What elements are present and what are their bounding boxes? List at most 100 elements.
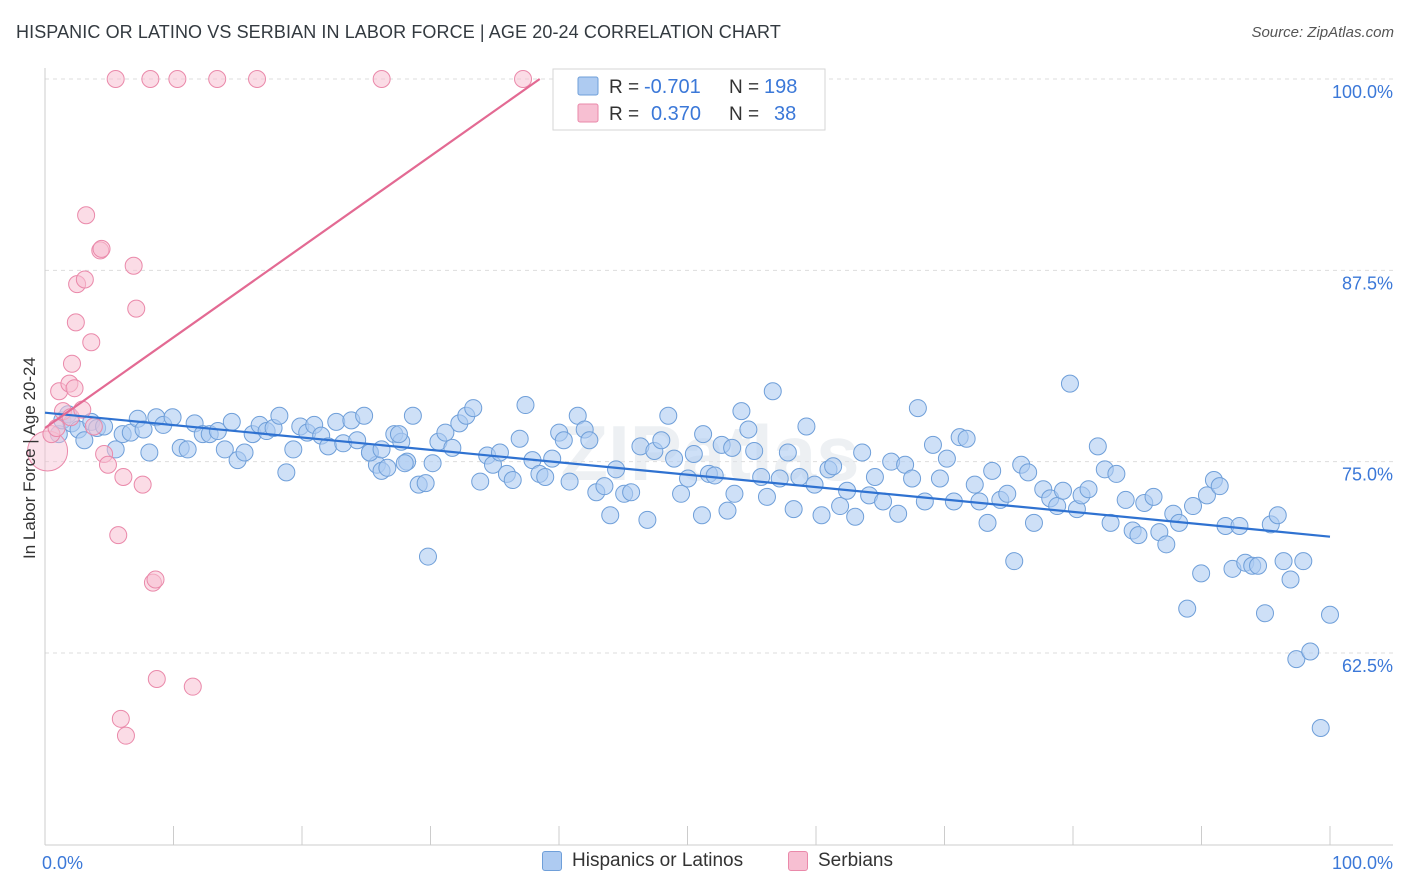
hispanic-point [1060,374,1079,393]
hispanic-point [903,469,922,488]
grid-lines [45,78,1393,654]
hispanic-point [705,466,724,485]
hispanic-point [998,484,1017,503]
hispanic-point [692,506,711,525]
legend-n-value-2: 38 [774,103,796,125]
legend-swatch-blue [577,76,599,96]
hispanic-point [235,443,254,462]
hispanic-point [464,399,483,418]
legend-n-value-1: 198 [764,76,797,98]
legend-r-label-2: R = [609,104,639,125]
bottom-legend: Hispanics or Latinos Serbians [0,850,1406,880]
hispanic-point [215,440,234,459]
serbian-point [133,475,152,494]
serbian-point [106,70,125,88]
hispanic-point [853,443,872,462]
serbian-points [27,70,533,745]
hispanic-point [739,420,758,439]
serbian-point [111,709,130,728]
legend-r-value-1: -0.701 [644,76,701,98]
hispanic-point [536,467,555,486]
hispanic-point [140,443,159,462]
legend-n-label-2: N = [729,104,759,125]
hispanic-point [865,467,884,486]
hispanic-point [1230,516,1249,535]
y-tick-label: 62.5% [1342,656,1393,676]
hispanic-point [403,406,422,425]
hispanic-point [471,472,490,491]
hispanic-point [718,501,737,520]
hispanic-point [672,484,691,503]
hispanic-point [725,484,744,503]
legend-swatch-pink [577,103,599,123]
serbian-point [75,270,94,289]
hispanic-point [846,507,865,526]
hispanic-point [638,510,657,529]
hispanic-point [1321,605,1339,624]
hispanic-point [874,492,893,511]
serbian-point [116,726,135,745]
serbian-point [65,379,84,398]
hispanic-point [1019,463,1038,482]
serbian-point [248,70,267,88]
source-label: Source: ZipAtlas.com [1251,24,1394,41]
hispanic-point [284,440,303,459]
hispanic-point [580,431,599,450]
axes [44,68,1393,846]
hispanic-point [1197,486,1216,505]
hispanic-point [1024,513,1043,532]
hispanic-point [416,474,435,493]
hispanic-point [503,471,522,490]
hispanic-point [930,469,949,488]
hispanic-point [908,399,927,418]
y-tick-labels: 62.5% 75.0% 87.5% 100.0% [1332,82,1393,676]
hispanic-point [684,445,703,464]
hispanic-point [831,497,850,516]
hispanic-point [178,440,197,459]
chart-title: HISPANIC OR LATINO VS SERBIAN IN LABOR F… [16,22,781,42]
hispanic-point [1268,506,1287,525]
hispanic-point [957,429,976,448]
legend-item-hispanic: Hispanics or Latinos [542,850,743,872]
hispanic-point [436,423,455,442]
hispanic-point [784,500,803,519]
hispanic-point [1157,535,1176,554]
legend-label-hispanic: Hispanics or Latinos [572,850,744,871]
hispanic-point [1184,497,1203,516]
hispanic-point [723,438,742,457]
hispanic-trendline [44,411,1331,538]
legend-n-label-1: N = [729,77,759,98]
serbian-point [84,417,103,436]
hispanic-point [824,457,843,476]
hispanic-point [1192,564,1211,583]
hispanic-point [348,431,367,450]
serbian-point [183,677,202,696]
y-tick-label: 87.5% [1342,273,1393,293]
y-tick-label: 100.0% [1332,82,1393,102]
hispanic-point [622,483,641,502]
hispanic-point [1301,642,1320,661]
hispanic-point [745,441,764,460]
hispanic-point [1129,526,1148,545]
hispanic-point [423,454,442,473]
serbian-point [147,670,166,689]
hispanic-point [1274,552,1293,571]
hispanic-point [389,425,408,444]
hispanic-point [1107,464,1126,483]
hispanic-points [49,374,1339,738]
hispanic-point [510,429,529,448]
serbian-point [66,313,85,332]
serbian-point [82,333,101,352]
hispanic-point [1144,487,1163,506]
hispanic-point [1005,552,1024,571]
hispanic-point [327,412,346,431]
hispanic-point [659,406,678,425]
hispanic-point [1101,513,1120,532]
serbian-point [127,299,146,318]
y-axis-label: In Labor Force | Age 20-24 [20,357,39,559]
hispanic-point [554,431,573,450]
serbian-point [47,418,66,437]
hispanic-point [652,431,671,450]
hispanic-point [1311,719,1330,738]
hispanic-point [222,412,241,431]
